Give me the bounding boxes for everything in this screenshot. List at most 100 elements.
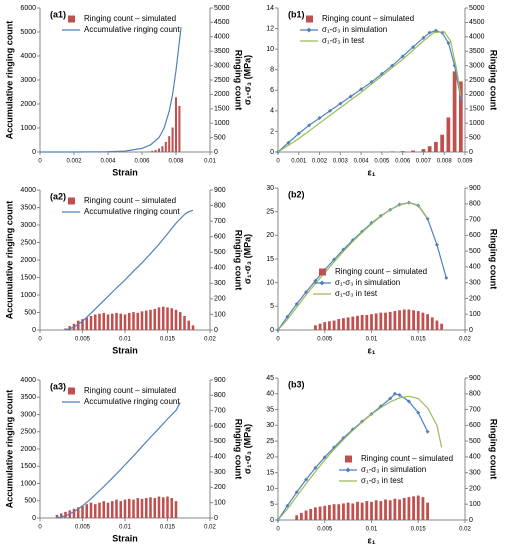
y2-tick-label: 500	[469, 438, 481, 445]
y-tick-label: 2	[270, 128, 274, 135]
bar	[110, 501, 114, 518]
marker	[348, 94, 353, 99]
marker	[446, 40, 451, 45]
y2-tick-label: 0	[214, 327, 218, 334]
bar	[393, 498, 397, 520]
bar	[106, 314, 110, 330]
x-tick-label: 0.02	[204, 525, 216, 531]
x-tick-label: 0.005	[317, 527, 333, 533]
bar	[346, 317, 350, 330]
y-axis-title: Accumulative ringing count	[4, 201, 14, 320]
bar	[452, 71, 457, 152]
y2-axis-title: Ringing count	[234, 230, 244, 291]
bar	[398, 499, 401, 520]
y2-tick-label: 300	[214, 469, 226, 476]
bar	[458, 81, 463, 152]
bar	[351, 503, 355, 520]
bar	[356, 315, 359, 330]
line	[56, 402, 181, 519]
bar	[313, 325, 317, 330]
bar	[132, 312, 135, 330]
bar	[157, 496, 161, 518]
x-tick-label: 0.005	[317, 337, 333, 343]
marker	[433, 28, 438, 33]
bar	[115, 312, 118, 330]
bar	[85, 504, 89, 518]
marker	[294, 490, 299, 495]
line	[65, 209, 194, 331]
y-tick-label: 2500	[20, 239, 36, 246]
bar	[332, 320, 336, 330]
y-tick-label: 30	[266, 422, 274, 429]
x-tick-label: 0.015	[160, 525, 176, 531]
y2-tick-label: 200	[469, 485, 481, 492]
bar	[402, 497, 406, 520]
y-tick-label: 0	[32, 149, 36, 156]
bar	[149, 309, 152, 330]
y2-tick-label: 3000	[469, 62, 485, 69]
marker	[392, 391, 397, 396]
legend-swatch	[319, 268, 326, 276]
marker	[296, 131, 301, 136]
bar	[127, 498, 131, 518]
legend-marker	[345, 467, 351, 473]
y2-tick-label: 0	[214, 515, 218, 522]
y-tick-label: 10	[266, 485, 274, 492]
bar	[102, 312, 106, 330]
marker	[286, 140, 291, 145]
y2-tick-label: 100	[214, 500, 226, 507]
y2-tick-label: 800	[214, 202, 226, 209]
bar	[174, 97, 178, 152]
bar	[164, 141, 167, 152]
bar	[168, 136, 171, 152]
bar	[170, 308, 174, 330]
y-tick-label: 3500	[20, 204, 36, 211]
bar	[89, 502, 93, 518]
x-tick-label: 0.01	[366, 337, 378, 343]
x-tick-label: 0.008	[168, 159, 184, 165]
y-tick-label: 35	[266, 406, 274, 413]
y2-tick-label: 200	[214, 484, 226, 491]
bar	[119, 501, 123, 518]
y2-tick-label: 900	[214, 187, 226, 194]
bar	[123, 314, 127, 330]
legend-label: Ringing count – simulated	[361, 454, 453, 463]
bar	[412, 496, 415, 520]
bar	[299, 512, 303, 520]
bar	[440, 323, 444, 330]
y2-tick-label: 800	[469, 201, 481, 208]
y2-tick-label: 0	[469, 149, 473, 156]
y2-tick-label: 3500	[469, 48, 485, 55]
bar	[384, 499, 387, 520]
y2-tick-label: 4000	[469, 34, 485, 41]
bar	[328, 505, 331, 520]
legend-label: Accumulative ringing count	[84, 397, 180, 406]
legend-label: σ₁-σ₃ in simulation	[322, 25, 387, 34]
x-tick-label: 0.009	[457, 159, 473, 165]
bar	[337, 318, 341, 330]
y2-tick-label: 5000	[214, 5, 230, 12]
y-tick-label: 20	[266, 454, 274, 461]
y2-tick-label: 700	[469, 216, 481, 223]
bar	[93, 314, 97, 330]
legend-swatch	[345, 455, 352, 463]
bar	[412, 310, 415, 330]
y2-tick-label: 100	[214, 311, 226, 318]
bar	[89, 316, 93, 330]
y-tick-label: 6000	[20, 5, 36, 12]
panel-label: (a2)	[50, 191, 66, 201]
bar	[166, 496, 169, 518]
x-axis-title: Strain	[112, 167, 138, 177]
bar	[379, 312, 383, 330]
x-tick-label: 0.003	[333, 159, 349, 165]
bar	[346, 502, 350, 520]
marker	[338, 101, 343, 106]
panel: 0510152025300100200300400500600700800900…	[242, 185, 498, 356]
y2-tick-label: 2000	[214, 91, 230, 98]
marker	[317, 116, 322, 121]
y2-tick-label: 400	[214, 265, 226, 272]
x-tick-label: 0.005	[75, 337, 91, 343]
y2-tick-label: 600	[214, 423, 226, 430]
y2-tick-label: 500	[214, 134, 226, 141]
y-tick-label: 4000	[20, 53, 36, 60]
